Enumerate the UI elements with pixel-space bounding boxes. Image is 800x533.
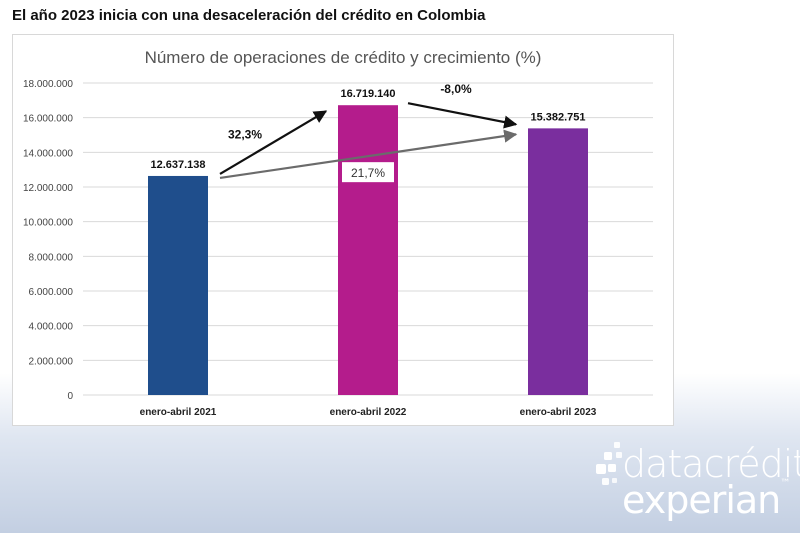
growth-arrow [219, 110, 328, 175]
growth-label: 32,3% [228, 128, 262, 142]
growth-label: 21,7% [351, 166, 385, 180]
credit-operations-chart: Número de operaciones de crédito y creci… [23, 48, 653, 418]
y-tick-label: 4.000.000 [29, 322, 74, 333]
brand-datacredito: datacrédito [622, 442, 800, 486]
logo-dots-icon [596, 442, 622, 485]
chart-card: Número de operaciones de crédito y creci… [12, 34, 674, 426]
page-title: El año 2023 inicia con una desaceleració… [12, 7, 486, 24]
bar-value-label: 15.382.751 [530, 111, 585, 123]
y-tick-label: 8.000.000 [29, 252, 74, 263]
y-tick-label: 0 [67, 391, 73, 402]
x-tick-label: enero-abril 2021 [140, 407, 217, 418]
y-tick-label: 14.000.000 [23, 148, 73, 159]
growth-label: -8,0% [440, 82, 472, 96]
bar [338, 105, 398, 396]
y-tick-label: 18.000.000 [23, 79, 73, 90]
y-tick-label: 6.000.000 [29, 287, 74, 298]
growth-arrow [219, 129, 518, 180]
growth-label-box [342, 162, 394, 183]
y-tick-label: 10.000.000 [23, 218, 73, 229]
bar [148, 175, 208, 395]
bar-value-label: 16.719.140 [340, 88, 395, 100]
datacredito-experian-logo: datacrédito experian™ [594, 440, 800, 522]
bar-value-label: 12.637.138 [150, 159, 205, 171]
y-tick-label: 12.000.000 [23, 183, 73, 194]
bar [528, 128, 588, 395]
growth-arrow [407, 102, 518, 129]
y-tick-label: 2.000.000 [29, 356, 74, 367]
brand-experian-text: experian [622, 478, 781, 522]
brand-experian: experian™ [622, 478, 790, 522]
x-tick-label: enero-abril 2022 [330, 407, 407, 418]
chart-title: Número de operaciones de crédito y creci… [145, 48, 542, 67]
y-tick-label: 16.000.000 [23, 114, 73, 125]
brand-trademark: ™ [780, 478, 790, 489]
x-tick-label: enero-abril 2023 [520, 407, 597, 418]
